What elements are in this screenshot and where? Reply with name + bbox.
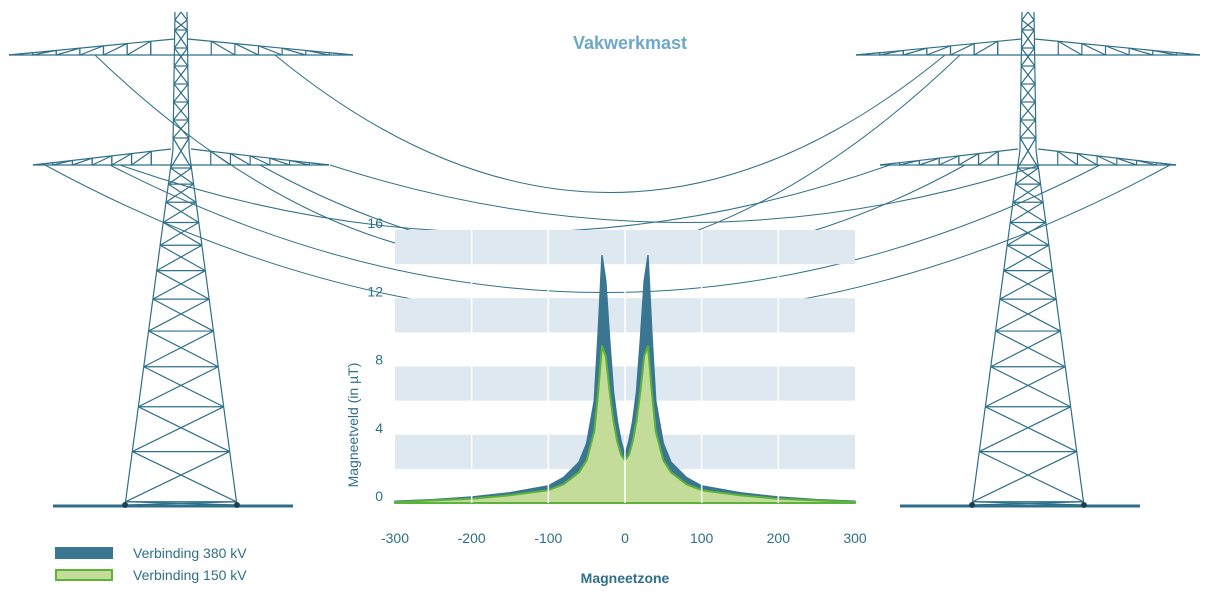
x-tick-label: -100 — [534, 530, 562, 546]
x-axis-label: Magneetzone — [580, 570, 670, 586]
conductor-wires — [44, 54, 1171, 318]
series-area-380kv — [394, 254, 856, 504]
x-tick-labels: -300 -200 -100 0 100 200 300 — [381, 530, 867, 546]
conductor-wire — [329, 164, 1041, 223]
y-axis-label: Magneetveld (in µT) — [345, 363, 361, 488]
legend-item-150kv: Verbinding 150 kV — [55, 564, 247, 586]
conductor-wire — [274, 54, 946, 193]
legend: Verbinding 380 kV Verbinding 150 kV — [55, 542, 247, 586]
legend-swatch-380kv — [55, 547, 113, 559]
y-tick-labels: 0 4 8 12 16 — [367, 215, 383, 504]
pylon-illustration — [8, 11, 1201, 508]
legend-label-380kv: Verbinding 380 kV — [133, 545, 247, 561]
legend-swatch-150kv — [55, 569, 113, 581]
y-tick-label: 12 — [367, 283, 383, 299]
y-tick-label: 4 — [375, 420, 383, 436]
y-tick-label: 16 — [367, 215, 383, 231]
pylon-right — [855, 11, 1201, 508]
x-tick-label: -200 — [458, 530, 486, 546]
series-areas — [394, 230, 856, 504]
x-tick-label: 200 — [767, 530, 791, 546]
legend-label-150kv: Verbinding 150 kV — [133, 567, 247, 583]
x-tick-label: 100 — [690, 530, 714, 546]
x-tick-label: -300 — [381, 530, 409, 546]
diagram-title: Vakwerkmast — [572, 33, 688, 53]
magnetic-field-chart: 0 4 8 12 16 -300 -200 -100 0 100 200 300 Magneetve… — [345, 215, 867, 546]
y-tick-label: 8 — [375, 352, 383, 368]
x-tick-label: 0 — [621, 530, 629, 546]
conductor-wire — [119, 164, 891, 233]
legend-item-380kv: Verbinding 380 kV — [55, 542, 247, 564]
pylon-left — [8, 11, 354, 508]
x-tick-label: 300 — [843, 530, 867, 546]
y-tick-label: 0 — [375, 488, 383, 504]
